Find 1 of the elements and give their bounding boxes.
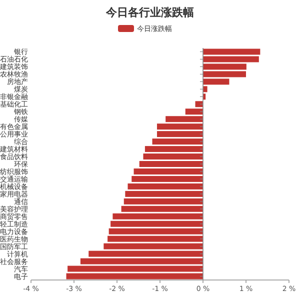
chart-title: 今日各行业涨跌幅 bbox=[105, 6, 194, 19]
